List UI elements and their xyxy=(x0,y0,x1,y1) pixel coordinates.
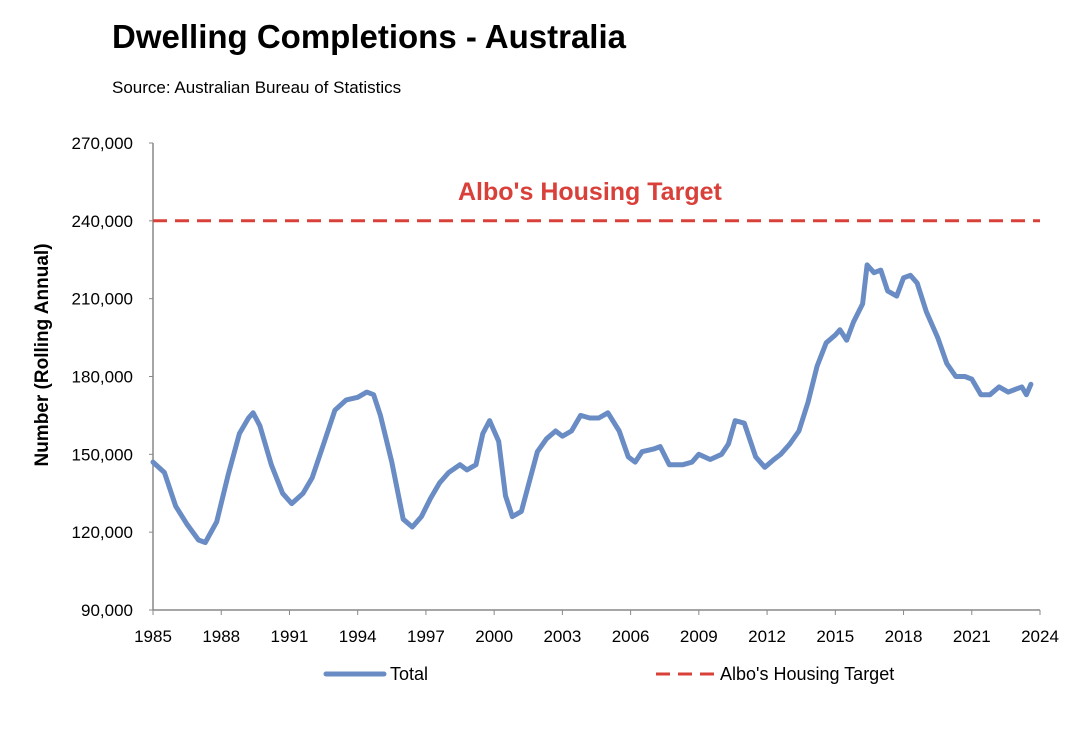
x-tick-label: 2012 xyxy=(748,627,786,646)
x-tick-label: 2018 xyxy=(885,627,923,646)
x-tick-label: 2021 xyxy=(953,627,991,646)
target-annotation: Albo's Housing Target xyxy=(458,178,722,206)
series-line-total xyxy=(150,262,1034,545)
x-tick-label: 2024 xyxy=(1021,627,1059,646)
y-tick-label: 180,000 xyxy=(72,368,133,387)
axes xyxy=(149,142,1041,615)
legend-label: Total xyxy=(390,664,428,684)
x-tick-label: 1991 xyxy=(271,627,309,646)
series-lines xyxy=(150,219,1040,545)
x-tick-label: 2000 xyxy=(475,627,513,646)
tick-labels: 90,000 120,000 150,000 180,000 210,000 240,00… xyxy=(72,134,1059,646)
y-tick-label: 90,000 xyxy=(81,601,133,620)
x-tick-label: 2009 xyxy=(680,627,718,646)
chart-title: Dwelling Completions - Australia xyxy=(112,18,626,55)
y-tick-label: 120,000 xyxy=(72,523,133,542)
x-tick-label: 1997 xyxy=(407,627,445,646)
legend-label: Albo's Housing Target xyxy=(720,664,894,684)
y-tick-label: 240,000 xyxy=(72,212,133,231)
y-axis-label: Number (Rolling Annual) xyxy=(32,243,53,466)
x-tick-label: 1985 xyxy=(134,627,172,646)
x-tick-label: 1988 xyxy=(202,627,240,646)
legend: Total Albo's Housing Target xyxy=(323,664,894,684)
x-tick-label: 1994 xyxy=(339,627,377,646)
y-tick-label: 150,000 xyxy=(72,445,133,464)
y-tick-label: 210,000 xyxy=(72,290,133,309)
y-tick-label: 270,000 xyxy=(72,134,133,153)
chart-subtitle: Source: Australian Bureau of Statistics xyxy=(112,78,402,97)
x-tick-label: 2003 xyxy=(543,627,581,646)
x-tick-label: 2015 xyxy=(816,627,854,646)
x-tick-label: 2006 xyxy=(612,627,650,646)
